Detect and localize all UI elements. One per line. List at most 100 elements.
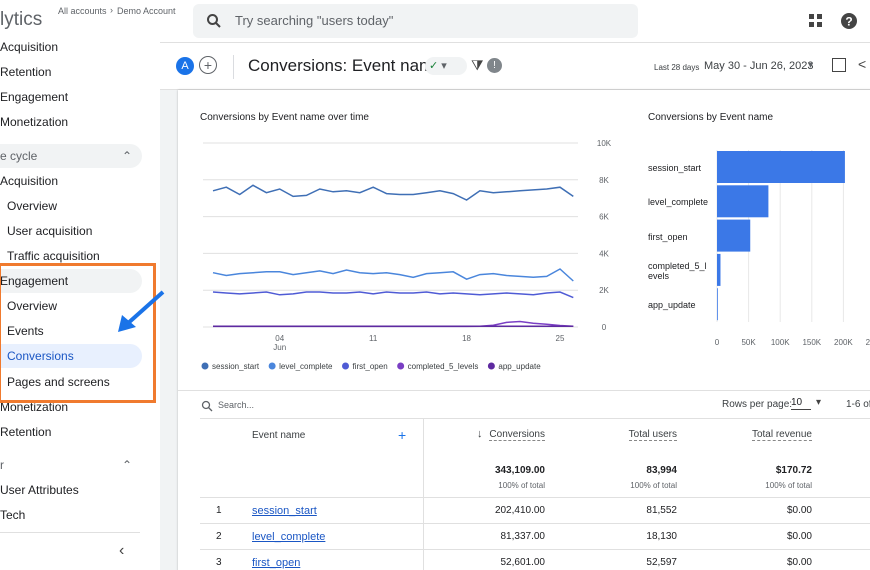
section-header-bg — [0, 144, 142, 168]
status-pill[interactable]: ✓ ▾ — [425, 57, 467, 75]
cell-value: $0.00 — [786, 531, 812, 542]
x-tick-label: 0 — [715, 338, 720, 347]
event-link[interactable]: session_start — [252, 505, 317, 517]
cell-value: $0.00 — [786, 505, 812, 516]
chevron-up[interactable]: ⌃ — [122, 458, 133, 472]
cell-value: 18,130 — [646, 531, 677, 542]
annotation-arrow — [118, 290, 165, 332]
bar — [717, 219, 751, 252]
nav-item[interactable]: Retention — [0, 425, 52, 439]
search-placeholder: Try searching "users today" — [235, 13, 394, 28]
nav-item[interactable]: Retention — [0, 65, 52, 79]
apps-icon[interactable] — [808, 13, 824, 29]
nav-item[interactable]: Monetization — [0, 115, 69, 129]
nav-section[interactable]: e cycle — [0, 149, 38, 163]
comparison-avatar[interactable]: A — [176, 57, 194, 75]
y-tick-label: 6K — [599, 213, 609, 222]
cell-value: 52,601.00 — [500, 557, 546, 568]
bar — [717, 185, 769, 218]
breadcrumb-sep: › — [110, 5, 113, 15]
column-header[interactable]: Total revenue — [712, 429, 812, 441]
nav-item[interactable]: Overview — [7, 299, 58, 313]
legend-label: level_complete — [279, 362, 333, 371]
cell-value: 81,552 — [646, 505, 677, 516]
table-search[interactable]: Search... — [218, 400, 255, 410]
column-header[interactable]: Conversions — [445, 429, 545, 441]
column-header[interactable]: Total users — [577, 429, 677, 441]
legend-swatch — [342, 362, 350, 370]
column-divider — [423, 418, 424, 570]
x-tick-label: 250K — [866, 338, 870, 347]
legend-swatch — [268, 362, 276, 370]
y-tick-label: 4K — [599, 249, 609, 258]
line-chart-title: Conversions by Event name over time — [200, 112, 369, 123]
legend-swatch — [201, 362, 209, 370]
nav-item[interactable]: User acquisition — [7, 224, 93, 238]
nav-item[interactable]: Monetization — [0, 400, 69, 414]
series-line — [212, 184, 574, 201]
y-tick-label: 8K — [599, 176, 609, 185]
x-tick-label: 150K — [802, 338, 821, 347]
total-share: 100% of total — [765, 481, 812, 490]
x-tick-label: 18 — [462, 334, 471, 343]
y-tick-label: 10K — [597, 139, 612, 148]
filter-icon[interactable]: ⧩ — [471, 57, 484, 73]
rows-per-page-label: Rows per page: — [722, 399, 793, 410]
row-divider — [200, 497, 870, 523]
search-icon — [207, 14, 221, 28]
total-value: 83,994 — [646, 465, 677, 476]
account-name[interactable]: Demo Account — [117, 6, 176, 16]
event-link[interactable]: first_open — [252, 557, 301, 569]
nav-section[interactable]: r — [0, 458, 4, 472]
add-comparison[interactable]: + — [199, 56, 217, 74]
collapse-button[interactable]: ‹ — [119, 542, 125, 559]
x-tick-label: 50K — [741, 338, 756, 347]
nav-item[interactable]: Engagement — [0, 90, 69, 104]
nav-item[interactable]: User Attributes — [0, 483, 79, 497]
nav-item[interactable]: Overview — [7, 199, 58, 213]
toolbar — [160, 43, 870, 90]
column-header[interactable]: Event name — [252, 430, 306, 441]
column-header-text[interactable]: Conversions — [489, 429, 545, 441]
divider — [200, 418, 870, 419]
date-range[interactable]: May 30 - Jun 26, 2023 — [704, 60, 814, 72]
customize-icon[interactable] — [832, 58, 846, 72]
charts: Conversions by Event name over time Conv… — [200, 112, 870, 371]
event-link[interactable]: level_complete — [252, 531, 326, 543]
rows-per-page[interactable]: 10 — [791, 397, 811, 410]
bar — [717, 253, 721, 286]
x-tick-label: 11 — [369, 334, 378, 343]
nav-item[interactable]: Traffic acquisition — [7, 249, 100, 263]
share-icon[interactable]: < — [858, 56, 867, 72]
nav-item-active[interactable]: Conversions — [7, 349, 74, 363]
add-dimension[interactable]: + — [398, 427, 407, 443]
y-tick-label: completed_5_levels — [648, 260, 707, 281]
table-search-icon — [201, 400, 213, 412]
account-root[interactable]: All accounts — [58, 6, 107, 16]
range-label: Last 28 days — [654, 63, 700, 72]
y-tick-label: 0 — [602, 323, 607, 332]
nav-item[interactable]: Acquisition — [0, 174, 59, 188]
nav-item[interactable]: Acquisition — [0, 40, 59, 54]
row-index: 3 — [216, 557, 222, 568]
nav-item[interactable]: Tech — [0, 508, 26, 522]
nav-item[interactable]: Events — [7, 324, 44, 338]
x-tick-label: 25 — [556, 334, 565, 343]
date-dropdown[interactable]: ▾ — [808, 60, 814, 71]
row-divider — [200, 523, 870, 549]
help-icon[interactable]: ? — [840, 12, 858, 30]
bar — [717, 288, 718, 321]
column-header-text[interactable]: Total users — [628, 429, 677, 441]
search-box[interactable] — [193, 4, 638, 38]
info-icon[interactable]: ! — [487, 58, 502, 73]
chevron-up[interactable]: ⌃ — [122, 149, 133, 163]
pagination: 1-6 of — [846, 399, 870, 410]
nav-item[interactable]: Engagement — [0, 274, 69, 288]
rows-dropdown[interactable]: ▾ — [816, 397, 822, 408]
report-title: Conversions: Event name — [248, 56, 443, 75]
column-header-text[interactable]: Total revenue — [751, 429, 812, 441]
x-tick-label: 100K — [771, 338, 790, 347]
nav-item[interactable]: Pages and screens — [7, 375, 110, 389]
y-tick-label: level_complete — [648, 197, 709, 208]
